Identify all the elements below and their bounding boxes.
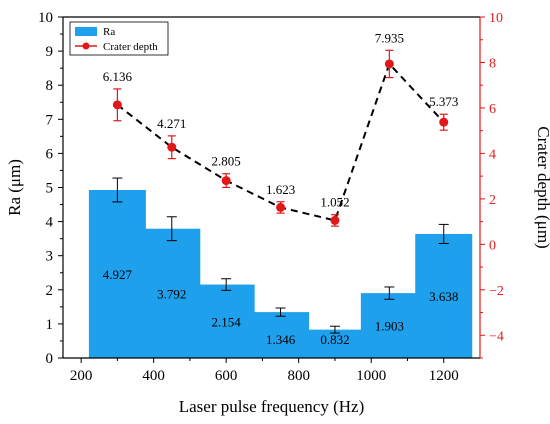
bar-value-label: 0.832 [320,332,349,347]
y2-tick-label: 0 [489,238,496,253]
crater-depth-line [116,62,445,222]
crater-value-label: 6.136 [103,69,133,84]
bar-value-label: 1.903 [375,319,404,334]
bar-value-label: 3.792 [157,286,186,301]
bar-value-label: 4.927 [103,267,133,282]
crater-depth-point [330,215,340,225]
bar [415,233,473,358]
y2-axis-title: Crater depth (μm) [534,126,550,248]
bar-value-label: 3.638 [429,289,458,304]
y2-tick-label: 10 [489,11,503,26]
y-tick-label: 2 [46,283,54,299]
x-tick-label: 800 [287,368,310,384]
crater-line-layer: 6.136 4.271 2.805 1.623 1.052 7.935 5.373 [103,30,458,227]
x-tick-label: 1200 [429,368,459,384]
y-tick-label: 1 [46,317,54,333]
crater-value-label: 4.271 [157,116,186,131]
y-tick-label: 6 [46,146,54,162]
bar [306,329,364,358]
bars-layer [88,189,473,358]
legend-label-crater: Crater depth [103,41,158,53]
crater-value-label: 1.052 [320,195,349,210]
bar-value-label: 1.346 [266,332,296,347]
crater-depth-point [439,117,449,127]
x-tick-label: 400 [142,368,165,384]
crater-depth-point [112,100,122,110]
y2-tick-label: 8 [489,56,496,71]
legend-marker-crater [82,42,90,50]
bar [88,189,146,358]
y-tick-label: 8 [46,78,54,94]
bar-value-label: 2.154 [212,314,242,329]
y2-tick-label: 6 [489,102,496,117]
bar-error-bars-layer [112,177,449,334]
crater-depth-point [167,142,177,152]
y2-tick-label: −4 [489,329,504,344]
y2-tick-label: 4 [489,147,496,162]
bar [143,228,201,358]
y-tick-label: 4 [46,215,54,231]
y-tick-label: 3 [46,249,54,265]
bar [252,312,310,358]
bar [360,293,418,358]
crater-value-label: 1.623 [266,182,295,197]
legend: Ra Crater depth [69,21,169,56]
x-axis-title: Laser pulse frequency (Hz) [179,397,365,416]
crater-depth-point [221,176,231,186]
legend-label-ra: Ra [103,26,115,38]
x-tick-label: 600 [215,368,238,384]
x-tick-label: 200 [70,368,93,384]
y2-tick-label: 2 [489,193,496,208]
y-axis-title: Ra (μm) [5,159,24,216]
crater-depth-point [384,59,394,69]
bar-labels-layer: 4.927 3.792 2.154 1.346 0.832 1.903 3.638 [103,267,459,347]
y-tick-label: 7 [46,112,54,128]
y2-tick-label: −2 [489,284,504,299]
crater-value-label: 5.373 [429,94,458,109]
y-tick-label: 9 [46,44,54,60]
bar [197,284,255,358]
crater-value-label: 2.805 [212,154,241,169]
legend-swatch-ra [75,27,97,36]
crater-depth-point [276,202,286,212]
axes-layer: 200 400 600 800 1000 1200 0 1 2 3 4 5 6 7 8 9 10 −4 −2 0 2 4 6… [38,10,504,384]
y-tick-label: 10 [38,10,53,26]
y-tick-label: 5 [46,181,54,197]
crater-value-label: 7.935 [375,30,404,45]
x-tick-label: 1000 [356,368,386,384]
y-tick-label: 0 [46,351,54,367]
